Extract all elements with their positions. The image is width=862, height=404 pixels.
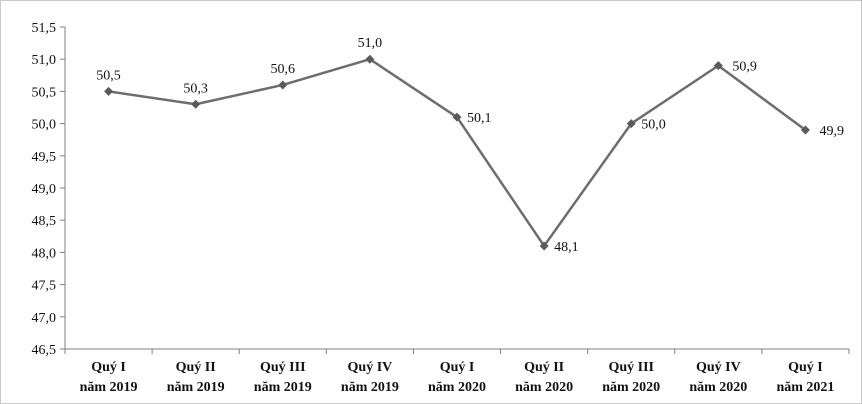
data-point: [278, 80, 288, 90]
y-tick-label: 50,5: [32, 85, 57, 100]
data-point: [365, 54, 375, 64]
x-tick-label: Quý II năm 2020: [515, 360, 573, 395]
x-tick-label: Quý IV năm 2019: [341, 360, 399, 395]
y-tick-label: 49,5: [32, 150, 57, 165]
data-point: [191, 99, 201, 109]
data-point: [452, 112, 462, 122]
data-point: [104, 86, 114, 96]
data-point: [800, 125, 810, 135]
y-tick-label: 48,0: [32, 246, 57, 261]
data-label: 50,0: [641, 118, 666, 133]
data-point: [713, 61, 723, 71]
y-tick-label: 47,5: [32, 279, 57, 294]
data-label: 50,1: [467, 111, 492, 126]
data-label: 51,0: [358, 36, 383, 51]
x-tick-label: Quý III năm 2020: [602, 360, 660, 395]
y-tick-label: 48,5: [32, 214, 57, 229]
data-labels: 50,5 50,3 50,6 51,0 50,1 48,1 50,0 50,9 49,9: [96, 36, 844, 255]
series: [104, 54, 810, 251]
data-label: 50,9: [732, 60, 757, 75]
data-point: [539, 241, 549, 251]
y-tick-label: 50,0: [32, 118, 57, 133]
data-label: 50,6: [271, 62, 296, 77]
y-tick-label: 46,5: [32, 343, 57, 358]
y-tick-label: 49,0: [32, 182, 57, 197]
data-label: 50,3: [183, 81, 208, 96]
data-label: 48,1: [554, 240, 579, 255]
series-line: [108, 57, 807, 248]
y-tick-label: 51,0: [32, 53, 57, 68]
y-tick-label: 47,0: [32, 311, 57, 326]
y-axis: 46,5 47,0 47,5 48,0 48,5 49,0 49,5 50,0 50,5 51,0…: [32, 21, 66, 358]
data-label: 49,9: [819, 124, 844, 139]
x-tick-label: Quý IV năm 2020: [689, 360, 747, 395]
y-tick-label: 51,5: [32, 21, 57, 36]
x-tick-label: Quý III năm 2019: [254, 360, 312, 395]
data-point: [626, 119, 636, 129]
data-label: 50,5: [96, 68, 121, 83]
x-tick-label: Quý II năm 2019: [167, 360, 225, 395]
